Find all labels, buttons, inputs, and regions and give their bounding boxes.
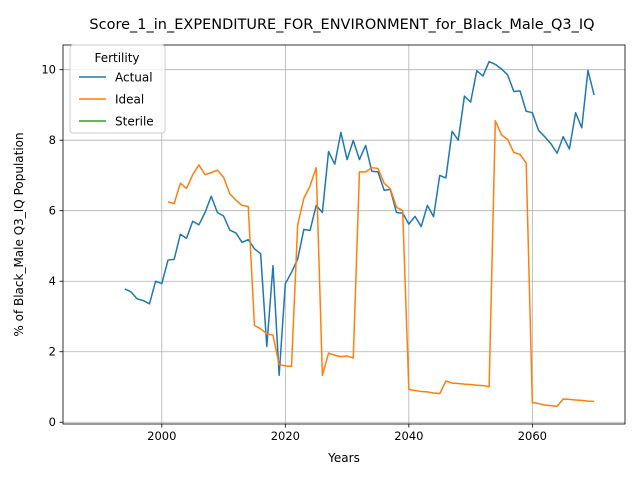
legend: Fertility Actual Ideal Sterile	[69, 44, 166, 134]
chart-title: Score_1_in_EXPENDITURE_FOR_ENVIRONMENT_f…	[89, 17, 594, 33]
series-line-ideal	[167, 120, 595, 408]
plot-frame	[62, 44, 626, 425]
x-axis-label: Years	[327, 451, 360, 465]
x-tick-label: 2020	[271, 429, 300, 443]
x-tick-label: 2000	[147, 429, 176, 443]
series-lines	[124, 60, 595, 408]
legend-label-actual: Actual	[115, 71, 153, 85]
legend-label-ideal: Ideal	[115, 93, 144, 107]
y-tick-label: 0	[49, 415, 56, 429]
legend-box	[69, 44, 166, 134]
x-tick-label: 2040	[394, 429, 423, 443]
y-tick-label: 6	[49, 204, 56, 218]
series-line-actual	[124, 60, 595, 377]
axis-ticks: 2000 2020 2040 2060 0 2 4 6 8 10	[41, 63, 547, 443]
legend-items: Actual Ideal Sterile	[79, 71, 154, 129]
y-axis-label: % of Black_Male Q3_IQ Population	[12, 132, 26, 336]
y-tick-label: 10	[41, 63, 56, 77]
legend-label-sterile: Sterile	[115, 115, 154, 129]
y-tick-label: 2	[49, 345, 56, 359]
y-tick-label: 4	[49, 274, 56, 288]
y-tick-label: 8	[49, 133, 56, 147]
legend-title: Fertility	[94, 51, 139, 65]
x-tick-label: 2060	[518, 429, 547, 443]
